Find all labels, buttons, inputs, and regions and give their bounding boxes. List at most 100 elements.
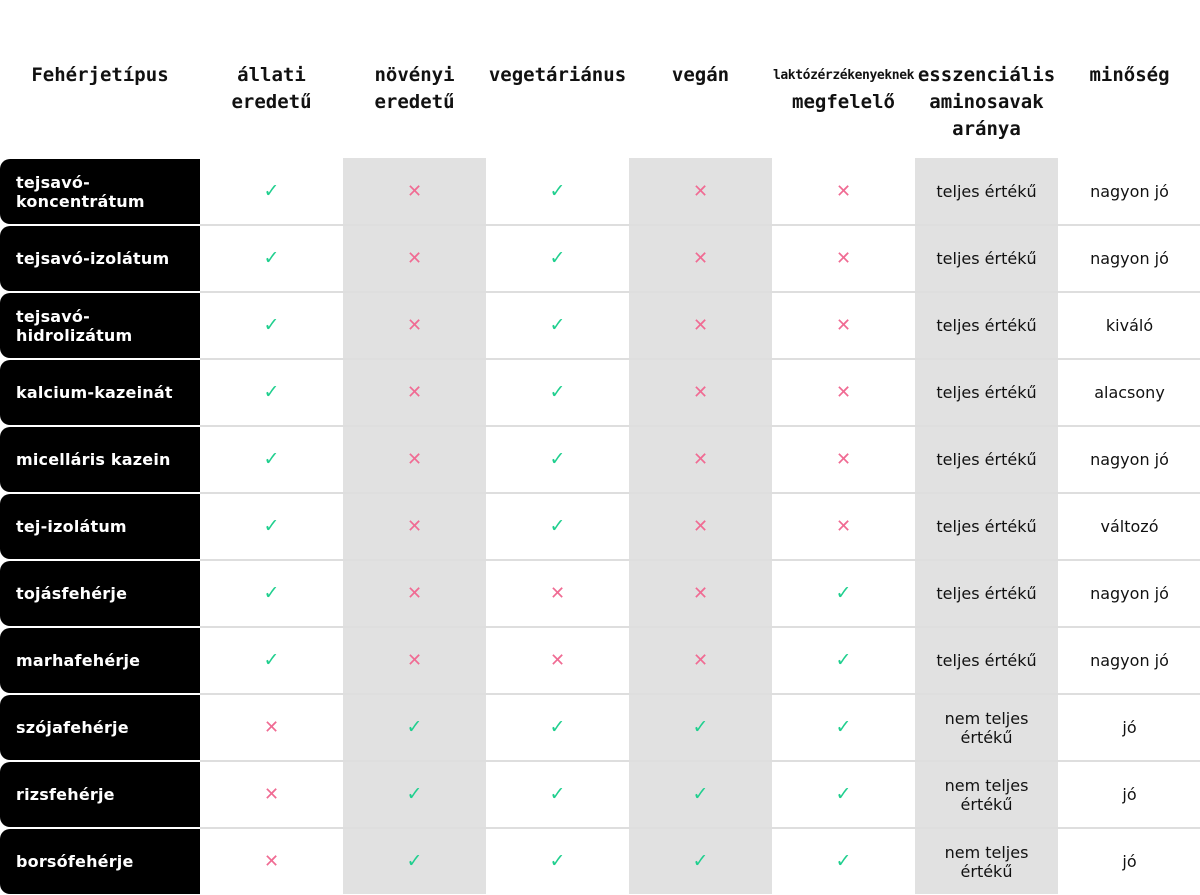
check-icon: ✓: [692, 850, 709, 872]
cell-text: nagyon jó: [1090, 182, 1169, 201]
cell-aminosav: teljes értékű: [915, 158, 1058, 225]
cell-allati: ✓: [200, 426, 343, 493]
cell-novenyi: ✕: [343, 627, 486, 694]
cell-text: teljes értékű: [936, 584, 1037, 603]
cross-icon: ✕: [406, 516, 423, 537]
row-divider: [200, 358, 1200, 360]
check-icon: ✓: [549, 716, 566, 738]
row-divider: [200, 425, 1200, 427]
cell-allati: ✕: [200, 761, 343, 828]
header-novenyi-eredetu: növényi eredetű: [343, 0, 486, 158]
cell-minoseg: nagyon jó: [1058, 627, 1200, 694]
cell-aminosav: teljes értékű: [915, 560, 1058, 627]
cell-text: jó: [1122, 785, 1137, 804]
cell-minoseg: nagyon jó: [1058, 426, 1200, 493]
cross-icon: ✕: [692, 382, 709, 403]
cross-icon: ✕: [263, 851, 280, 872]
cell-laktoz: ✓: [772, 694, 915, 761]
check-icon: ✓: [263, 314, 280, 336]
cell-vegan: ✕: [629, 560, 772, 627]
check-icon: ✓: [406, 716, 423, 738]
shaded-column-background: [915, 158, 1058, 894]
row-label: rizsfehérje: [0, 762, 200, 827]
cell-minoseg: jó: [1058, 828, 1200, 895]
cross-icon: ✕: [692, 650, 709, 671]
cell-laktoz: ✕: [772, 225, 915, 292]
shaded-column-background: [343, 158, 486, 894]
cell-novenyi: ✕: [343, 426, 486, 493]
header-label: növényi: [374, 64, 455, 86]
check-icon: ✓: [263, 180, 280, 202]
row-label: kalcium-kazeinát: [0, 360, 200, 425]
cell-laktoz: ✓: [772, 828, 915, 895]
check-icon: ✓: [835, 850, 852, 872]
cell-vegetarianus: ✓: [486, 761, 629, 828]
cross-icon: ✕: [692, 315, 709, 336]
header-minoseg: minőség: [1058, 0, 1200, 158]
cell-text: nagyon jó: [1090, 584, 1169, 603]
check-icon: ✓: [692, 716, 709, 738]
cell-text: kiváló: [1105, 316, 1154, 335]
header-label: Fehérjetípus: [31, 64, 169, 86]
check-icon: ✓: [263, 247, 280, 269]
cell-allati: ✓: [200, 493, 343, 560]
check-icon: ✓: [835, 716, 852, 738]
header-vegan: vegán: [629, 0, 772, 158]
cell-vegetarianus: ✓: [486, 225, 629, 292]
row-divider: [200, 626, 1200, 628]
row-divider: [200, 827, 1200, 829]
cell-vegetarianus: ✕: [486, 560, 629, 627]
header-label: vegán: [671, 64, 730, 86]
cell-vegan: ✓: [629, 761, 772, 828]
cell-vegan: ✕: [629, 292, 772, 359]
check-icon: ✓: [263, 582, 280, 604]
cell-text: teljes értékű: [936, 182, 1037, 201]
cell-minoseg: nagyon jó: [1058, 225, 1200, 292]
cell-novenyi: ✓: [343, 761, 486, 828]
check-icon: ✓: [549, 783, 566, 805]
cell-text: alacsony: [1094, 383, 1165, 402]
check-icon: ✓: [549, 850, 566, 872]
cell-vegetarianus: ✓: [486, 158, 629, 225]
cell-text: teljes értékű: [936, 383, 1037, 402]
cross-icon: ✕: [692, 516, 709, 537]
cell-minoseg: változó: [1058, 493, 1200, 560]
row-label: tejsavó- hidrolizátum: [0, 293, 200, 358]
cross-icon: ✕: [406, 449, 423, 470]
cross-icon: ✕: [406, 650, 423, 671]
cross-icon: ✕: [406, 181, 423, 202]
shaded-column-background: [629, 158, 772, 894]
cell-allati: ✓: [200, 292, 343, 359]
cell-novenyi: ✕: [343, 359, 486, 426]
header-allati-eredetu: állati eredetű: [200, 0, 343, 158]
cell-minoseg: nagyon jó: [1058, 560, 1200, 627]
row-label: borsófehérje: [0, 829, 200, 894]
cross-icon: ✕: [549, 583, 566, 604]
cell-aminosav: teljes értékű: [915, 627, 1058, 694]
cell-aminosav: nem teljes értékű: [915, 828, 1058, 895]
cell-allati: ✕: [200, 828, 343, 895]
cell-vegetarianus: ✓: [486, 828, 629, 895]
row-label: tojásfehérje: [0, 561, 200, 626]
row-label: micelláris kazein: [0, 427, 200, 492]
cell-novenyi: ✕: [343, 560, 486, 627]
header-laktozerzekenyeknek-megfelelo: laktózérzékenyeknek megfelelő: [772, 0, 915, 158]
cross-icon: ✕: [835, 382, 852, 403]
cell-aminosav: teljes értékű: [915, 225, 1058, 292]
cross-icon: ✕: [835, 315, 852, 336]
cell-text: teljes értékű: [936, 651, 1037, 670]
check-icon: ✓: [692, 783, 709, 805]
cell-vegan: ✕: [629, 359, 772, 426]
cell-aminosav: teljes értékű: [915, 292, 1058, 359]
cell-text: jó: [1122, 852, 1137, 871]
row-divider: [200, 760, 1200, 762]
cell-laktoz: ✕: [772, 359, 915, 426]
cell-aminosav: teljes értékű: [915, 493, 1058, 560]
header-label: vegetáriánus: [488, 64, 627, 86]
cell-vegetarianus: ✕: [486, 627, 629, 694]
header-label: esszenciális aminosavak aránya: [917, 64, 1056, 140]
cell-allati: ✕: [200, 694, 343, 761]
cell-vegetarianus: ✓: [486, 493, 629, 560]
cross-icon: ✕: [263, 784, 280, 805]
